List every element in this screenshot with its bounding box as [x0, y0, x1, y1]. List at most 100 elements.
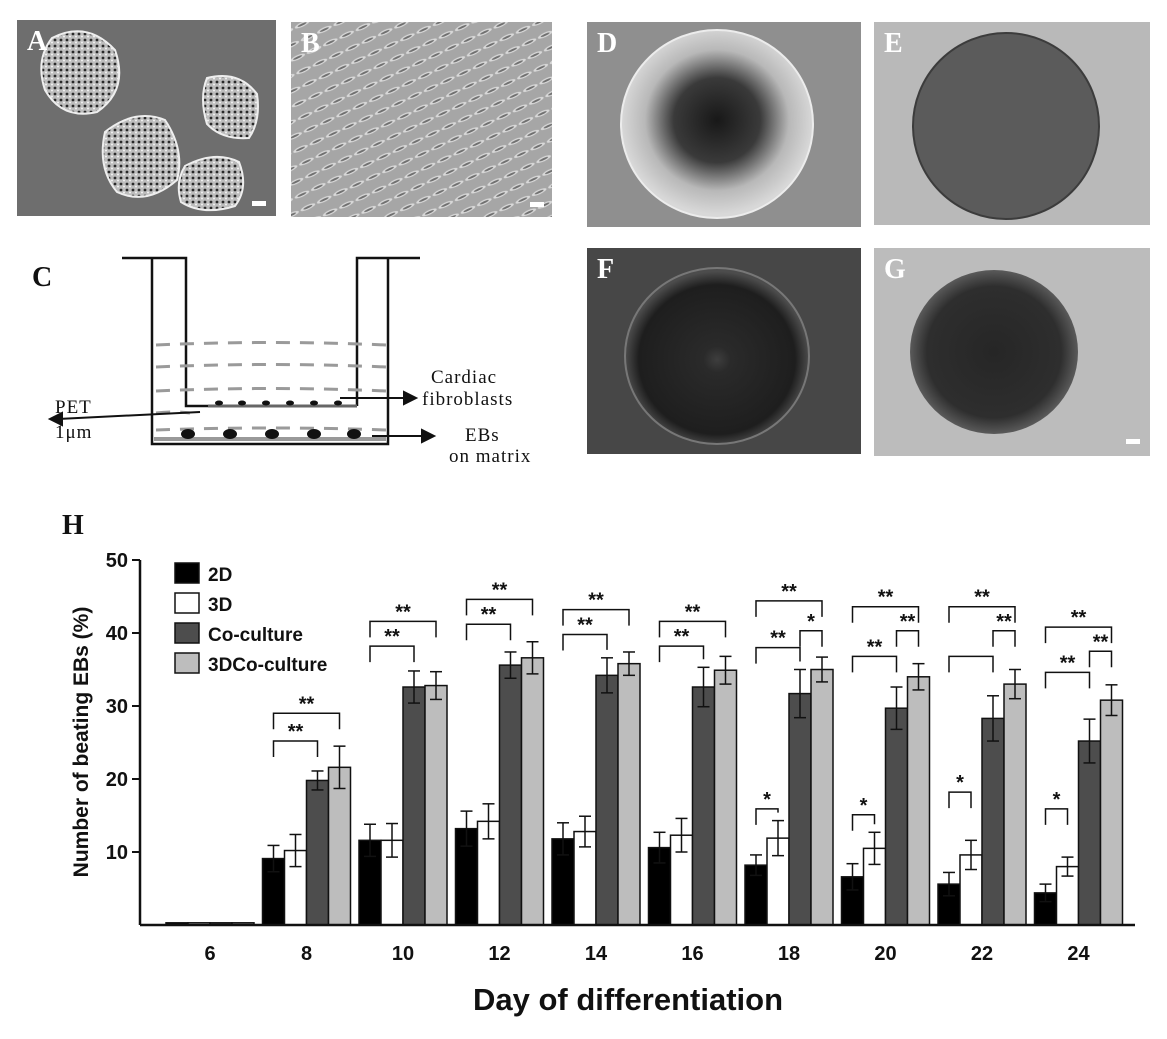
cardiac-fibroblasts-label-line1: Cardiac [431, 367, 497, 388]
significance-bracket [465, 598, 534, 616]
x-tick-label: 22 [971, 943, 993, 965]
bar [1077, 740, 1102, 926]
significance-label: * [763, 789, 771, 811]
panel-g-label: G [884, 254, 906, 285]
significance-label: ** [900, 611, 916, 633]
x-tick-label: 12 [488, 943, 510, 965]
bar [424, 684, 448, 926]
significance-bracket [272, 740, 319, 758]
significance-bracket [1044, 626, 1113, 644]
fibroblast-cells [215, 400, 342, 406]
y-tick-label: 20 [106, 769, 128, 791]
bar [788, 692, 812, 926]
scale-bar [252, 201, 266, 206]
x-tick-label: 16 [681, 943, 703, 965]
significance-label: ** [867, 636, 883, 658]
significance-bracket [948, 605, 1016, 623]
outer-well [150, 258, 390, 446]
bar [595, 674, 619, 926]
y-tick-label: 30 [106, 696, 128, 718]
panel-e-label: E [884, 28, 903, 59]
ebs-label-line2: on matrix [449, 446, 531, 467]
panel-h-label: H [62, 510, 84, 541]
fibroblast-micrograph [291, 22, 552, 217]
significance-label: * [807, 611, 815, 633]
x-tick-label: 6 [204, 943, 215, 965]
pet-label: PET [55, 397, 92, 418]
x-tick-label: 8 [301, 943, 312, 965]
insert [122, 256, 420, 408]
bar [1099, 699, 1124, 926]
significance-bracket [562, 608, 630, 626]
significance-label: * [860, 795, 868, 817]
significance-bracket [1044, 808, 1069, 825]
significance-bracket [272, 712, 341, 730]
bar [617, 662, 641, 926]
significance-label: ** [492, 579, 508, 601]
x-tick-label: 18 [778, 943, 800, 965]
panel-a-label: A [27, 26, 48, 57]
bar [1003, 683, 1027, 926]
panel-b-label: B [301, 28, 320, 59]
significance-bracket [895, 630, 920, 647]
colony-micrograph [40, 30, 259, 212]
bar [713, 669, 738, 926]
panel-d-eb-image: D [587, 22, 861, 227]
significance-bracket [851, 655, 898, 673]
panel-c-label: C [32, 262, 52, 293]
medium-dashes [155, 341, 387, 432]
x-tick-label: 20 [874, 943, 896, 965]
significance-label: ** [481, 604, 497, 626]
significance-bracket [562, 633, 608, 651]
panel-e-eb-image: E [874, 22, 1150, 225]
scale-bar [1126, 439, 1140, 444]
bar [402, 686, 426, 926]
significance-label: ** [1060, 652, 1076, 674]
significance-label: ** [878, 587, 894, 609]
bar [520, 657, 545, 926]
significance-label: ** [974, 587, 990, 609]
significance-brackets: ******** ********************************… [272, 579, 1113, 831]
significance-bracket [799, 630, 823, 647]
legend-swatch [174, 562, 200, 584]
cardiac-fibroblasts-label-line2: fibroblasts [422, 389, 513, 410]
significance-bracket [992, 630, 1016, 647]
bar [884, 707, 909, 926]
x-axis-label: Day of differentiation [473, 982, 783, 1017]
y-tick-label: 40 [106, 623, 128, 645]
y-tick-label: 50 [106, 550, 128, 572]
y-tick-label: 10 [106, 842, 128, 864]
significance-bracket [1088, 650, 1113, 668]
legend-entry: 2D [208, 565, 232, 586]
significance-label: ** [395, 601, 411, 623]
significance-label: ** [384, 626, 400, 648]
bar [305, 779, 330, 926]
significance-label: ** [588, 590, 604, 612]
pointer-arrows [47, 390, 437, 444]
significance-bracket [369, 620, 437, 638]
eb-dots [181, 429, 361, 439]
legend-swatch [174, 652, 200, 674]
pore-size-label: 1μm [55, 422, 92, 443]
significance-label: ** [674, 626, 690, 648]
significance-bracket [851, 814, 876, 831]
significance-bracket [755, 646, 801, 664]
y-axis-label: Number of beating EBs (%) [70, 607, 93, 878]
transwell-diagram: PET 1μm Cardiac fibroblasts EBs on matri… [47, 256, 531, 467]
significance-label: ** [781, 581, 797, 603]
significance-label: * [956, 772, 964, 794]
eb-micrograph [587, 22, 861, 227]
significance-bracket [369, 645, 415, 663]
legend-swatch [174, 592, 200, 614]
significance-label: ** [685, 601, 701, 623]
significance-label: ** [1093, 631, 1109, 653]
panel-f-label: F [597, 254, 615, 285]
x-tick-label: 14 [585, 943, 608, 965]
legend-swatch [174, 622, 200, 644]
panel-f-eb-image: F [587, 248, 861, 454]
panel-a-colonies-image: A [17, 20, 276, 216]
y-axis-ticks: 10 20 30 40 50 [106, 550, 140, 864]
